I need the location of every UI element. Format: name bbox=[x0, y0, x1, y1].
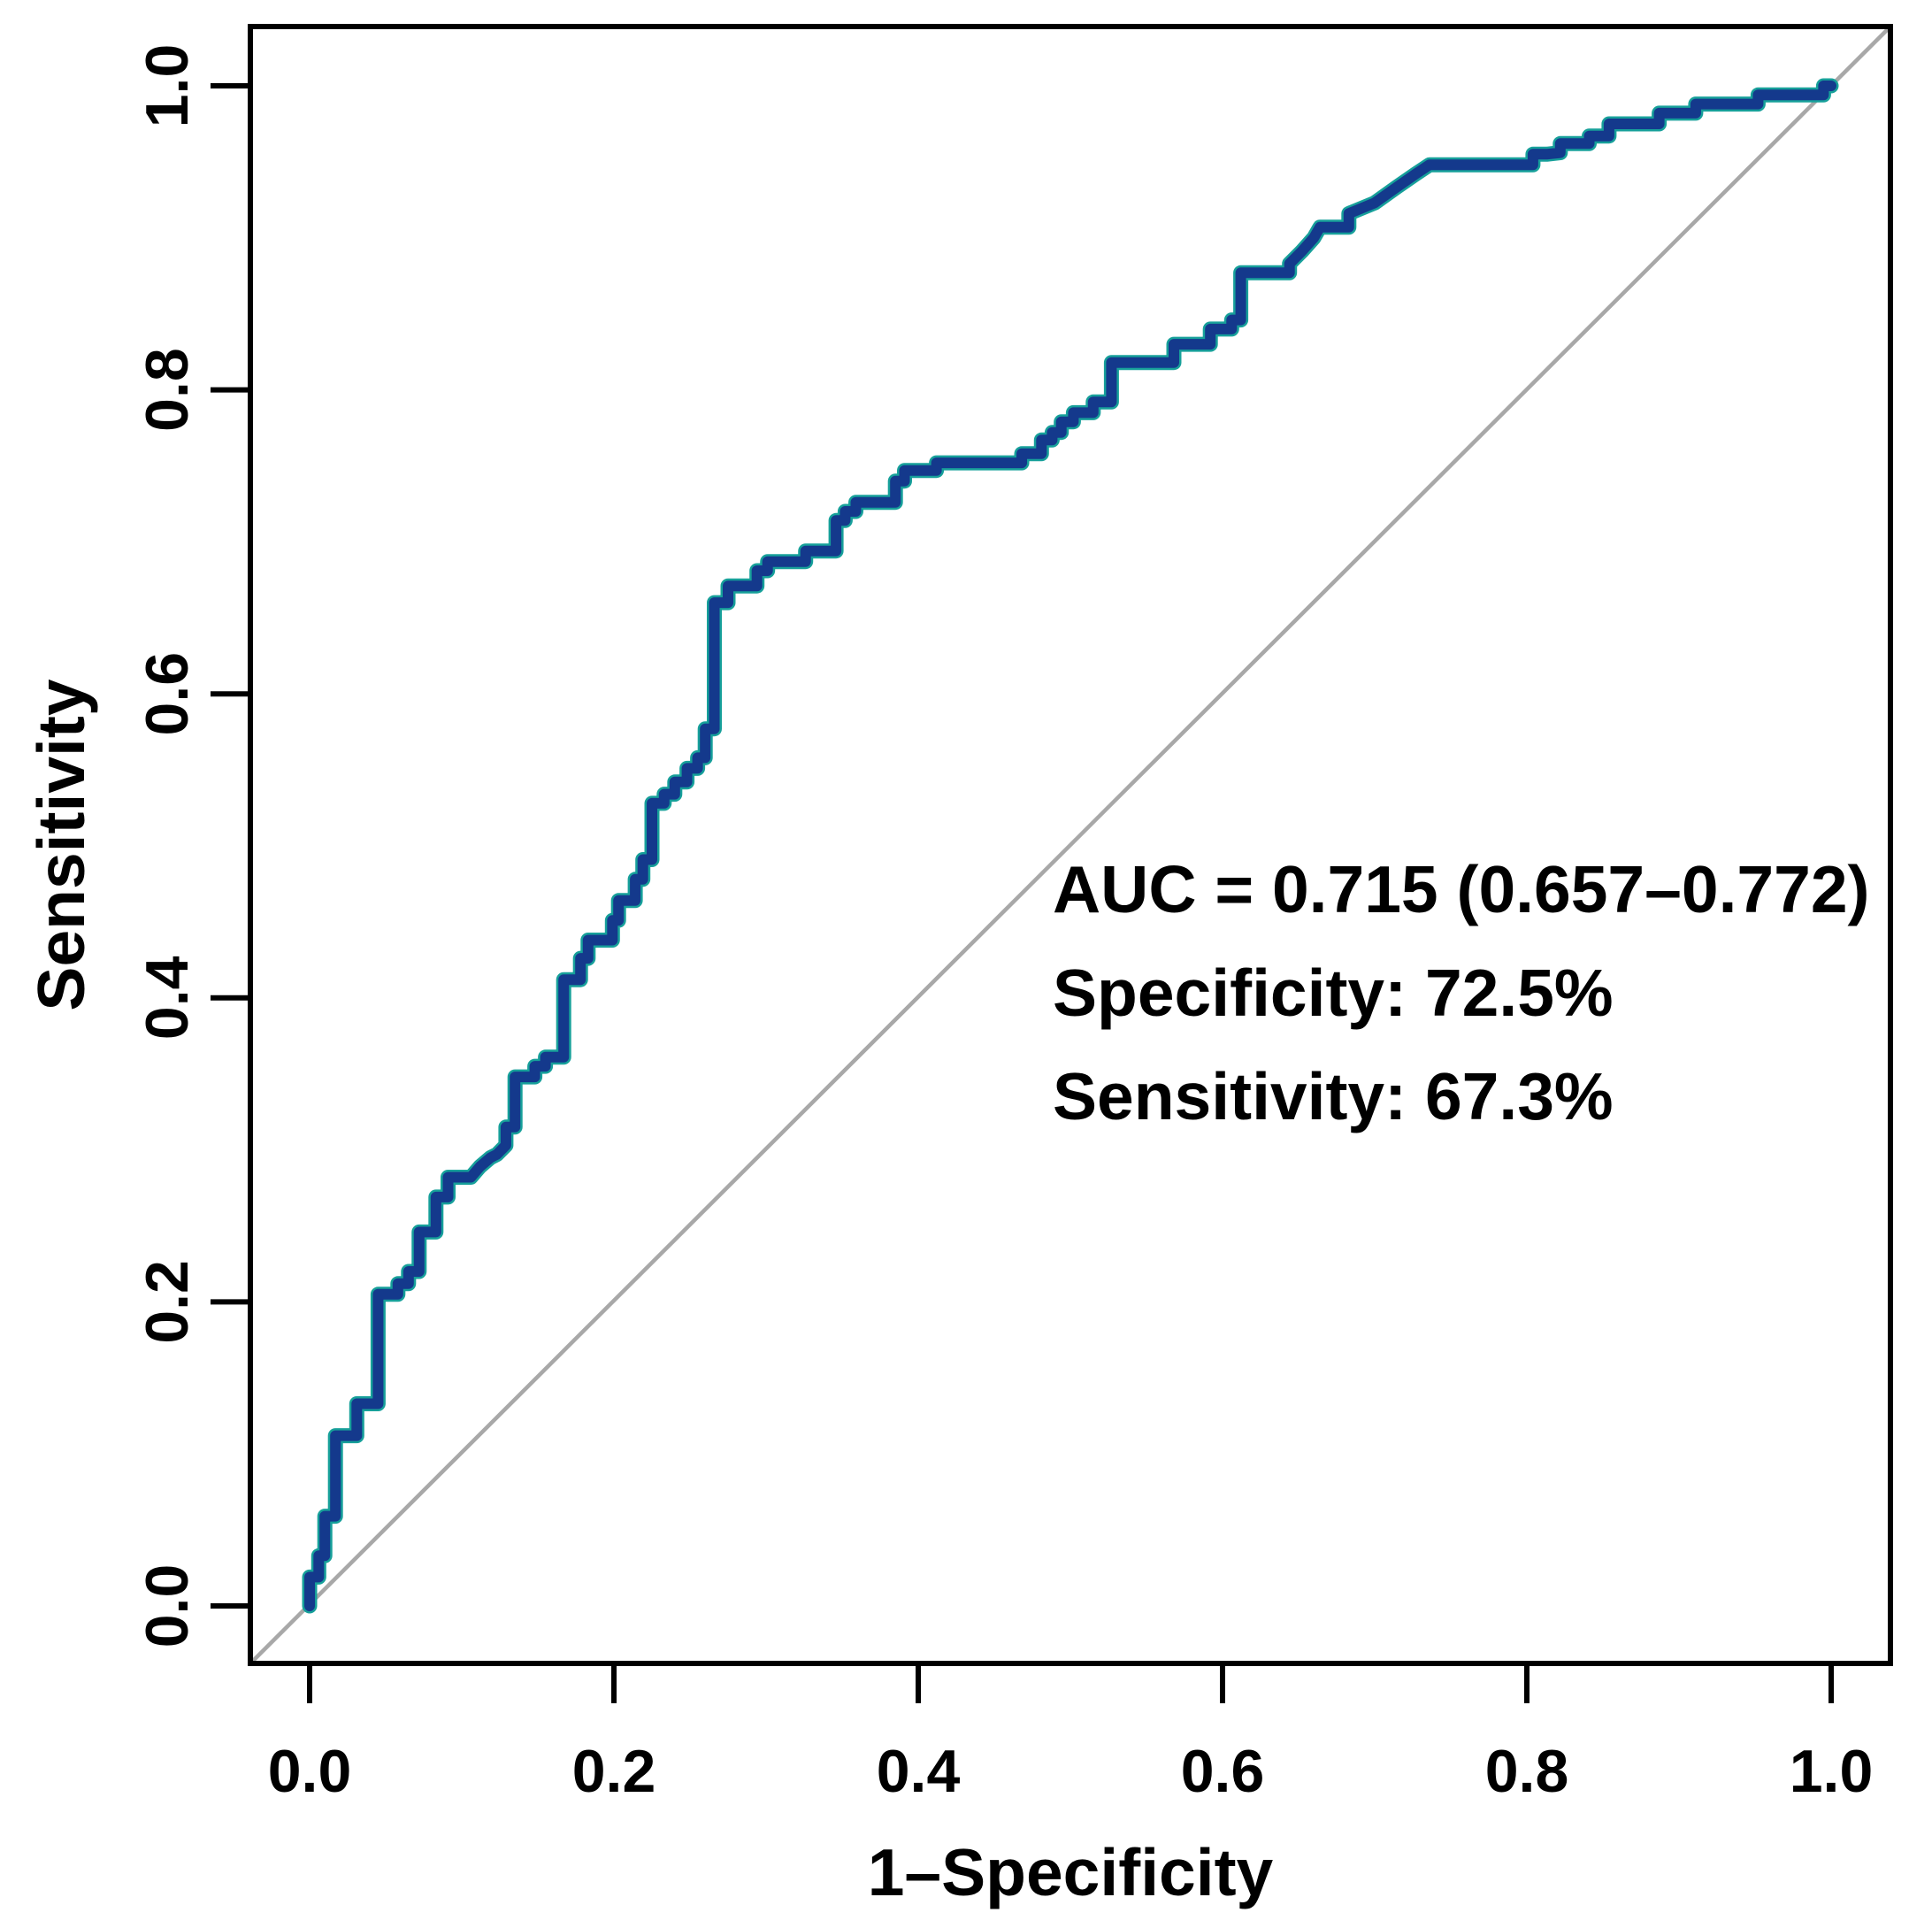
stats-annotation: AUC = 0.715 (0.657–0.772) Specificity: 7… bbox=[1053, 852, 1870, 1133]
auc-annotation: AUC = 0.715 (0.657–0.772) bbox=[1053, 852, 1870, 926]
x-tick-label: 1.0 bbox=[1790, 1738, 1874, 1805]
y-axis-title: Sensitivity bbox=[24, 679, 98, 1010]
x-axis-title: 1–Specificity bbox=[868, 1835, 1274, 1909]
y-tick-label: 0.0 bbox=[134, 1564, 201, 1648]
y-tick-label: 1.0 bbox=[134, 44, 201, 128]
roc-curve bbox=[304, 81, 1836, 1611]
y-tick-label: 0.4 bbox=[134, 956, 201, 1040]
specificity-annotation: Specificity: 72.5% bbox=[1053, 956, 1614, 1030]
x-tick-label: 0.8 bbox=[1485, 1738, 1569, 1805]
y-tick-label: 0.2 bbox=[134, 1260, 201, 1344]
x-axis-ticks: 0.0 0.2 0.4 0.6 0.8 1.0 bbox=[268, 1666, 1874, 1805]
y-tick-label: 0.8 bbox=[134, 348, 201, 432]
plot-border bbox=[248, 24, 1893, 1666]
diagonal-reference-line bbox=[249, 25, 1892, 1665]
sensitivity-annotation: Sensitivity: 67.3% bbox=[1053, 1059, 1614, 1133]
x-tick-label: 0.4 bbox=[877, 1738, 961, 1805]
x-tick-label: 0.2 bbox=[572, 1738, 656, 1805]
x-tick-label: 0.6 bbox=[1181, 1738, 1265, 1805]
y-axis-ticks: 0.0 0.2 0.4 0.6 0.8 1.0 bbox=[134, 44, 248, 1648]
y-tick-label: 0.6 bbox=[134, 652, 201, 736]
x-tick-label: 0.0 bbox=[268, 1738, 352, 1805]
